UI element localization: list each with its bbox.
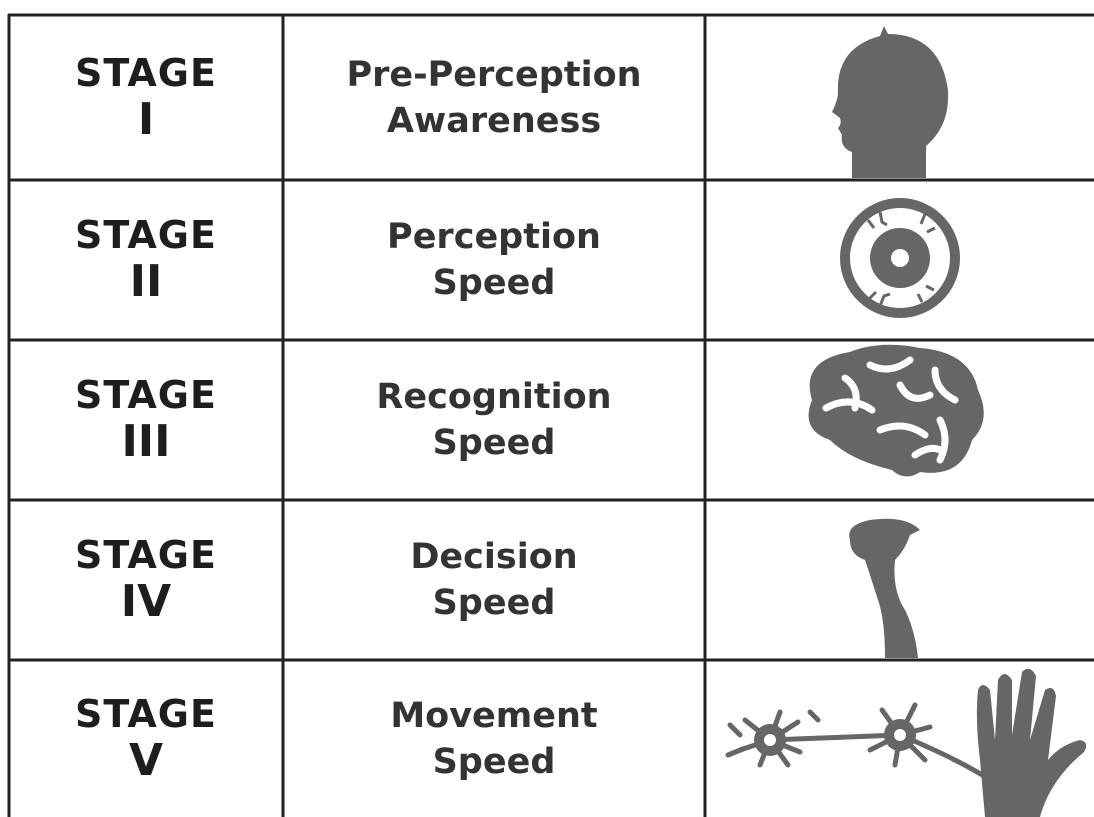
stage-label: STAGE (75, 50, 217, 95)
stage-numeral: III (121, 416, 171, 467)
stage-title-line: Speed (432, 263, 556, 303)
stage-title-line: Speed (432, 583, 556, 623)
head-icon (832, 26, 949, 178)
stage-label: STAGE (75, 213, 217, 257)
stage-title-line: Recognition (376, 377, 612, 417)
stage-cell: STAGE I (10, 15, 282, 180)
stage-numeral: IV (120, 576, 172, 627)
stage-title-line: Pre-Perception (346, 54, 642, 95)
stage-title-line: Perception (387, 217, 601, 257)
stage-numeral: V (128, 734, 164, 786)
title-cell: Decision Speed (285, 500, 703, 660)
title-cell: Recognition Speed (285, 340, 703, 500)
stage-title-line: Awareness (386, 100, 602, 141)
stage-title-line: Decision (410, 537, 578, 577)
stage-cell: STAGE IV (10, 500, 282, 660)
stage-title-line: Movement (390, 695, 598, 736)
brainstem-icon (849, 518, 920, 658)
stage-numeral: II (129, 256, 163, 307)
title-cell: Perception Speed (285, 180, 703, 340)
stage-cell: STAGE III (10, 340, 282, 500)
stage-label: STAGE (75, 691, 217, 736)
stage-title-line: Speed (432, 423, 556, 463)
stage-label: STAGE (75, 373, 217, 417)
eye-icon (840, 198, 960, 318)
title-cell: Movement Speed (285, 660, 703, 817)
stage-numeral: I (137, 93, 155, 145)
stage-cell: STAGE V (10, 660, 282, 817)
brain-icon (808, 344, 984, 477)
neuron-hand-icon (725, 668, 1087, 817)
title-cell: Pre-Perception Awareness (285, 15, 703, 180)
stage-title-line: Speed (432, 741, 556, 782)
table-grid (7, 13, 1094, 817)
stage-label: STAGE (75, 533, 217, 577)
stage-cell: STAGE II (10, 180, 282, 340)
